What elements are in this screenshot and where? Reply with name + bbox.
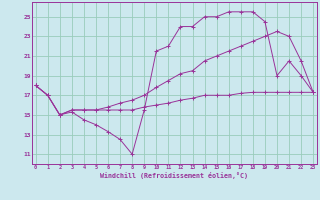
X-axis label: Windchill (Refroidissement éolien,°C): Windchill (Refroidissement éolien,°C) — [100, 172, 248, 179]
